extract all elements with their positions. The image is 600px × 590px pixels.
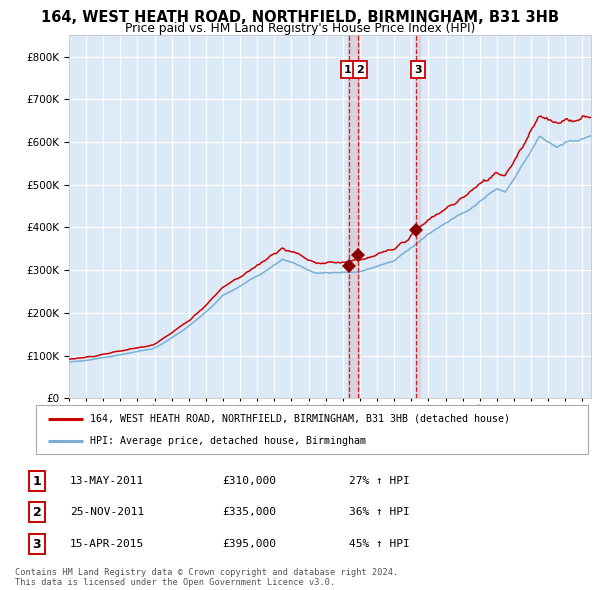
Text: 45% ↑ HPI: 45% ↑ HPI bbox=[349, 539, 410, 549]
Text: 1: 1 bbox=[32, 474, 41, 488]
Text: 27% ↑ HPI: 27% ↑ HPI bbox=[349, 476, 410, 486]
Text: 1: 1 bbox=[344, 64, 352, 74]
Bar bbox=[349, 35, 359, 398]
Text: 13-MAY-2011: 13-MAY-2011 bbox=[70, 476, 144, 486]
Bar bbox=[416, 35, 420, 398]
Text: Contains HM Land Registry data © Crown copyright and database right 2024.
This d: Contains HM Land Registry data © Crown c… bbox=[15, 568, 398, 587]
FancyBboxPatch shape bbox=[36, 405, 588, 454]
Text: 164, WEST HEATH ROAD, NORTHFIELD, BIRMINGHAM, B31 3HB (detached house): 164, WEST HEATH ROAD, NORTHFIELD, BIRMIN… bbox=[90, 414, 510, 424]
Text: £310,000: £310,000 bbox=[223, 476, 277, 486]
Text: 2: 2 bbox=[356, 64, 364, 74]
Text: £395,000: £395,000 bbox=[223, 539, 277, 549]
Text: HPI: Average price, detached house, Birmingham: HPI: Average price, detached house, Birm… bbox=[90, 436, 366, 446]
Text: 25-NOV-2011: 25-NOV-2011 bbox=[70, 507, 144, 517]
Text: 2: 2 bbox=[32, 506, 41, 519]
Text: Price paid vs. HM Land Registry's House Price Index (HPI): Price paid vs. HM Land Registry's House … bbox=[125, 22, 475, 35]
Text: 15-APR-2015: 15-APR-2015 bbox=[70, 539, 144, 549]
Text: 36% ↑ HPI: 36% ↑ HPI bbox=[349, 507, 410, 517]
Text: 164, WEST HEATH ROAD, NORTHFIELD, BIRMINGHAM, B31 3HB: 164, WEST HEATH ROAD, NORTHFIELD, BIRMIN… bbox=[41, 10, 559, 25]
Text: 3: 3 bbox=[414, 64, 422, 74]
Text: 3: 3 bbox=[32, 537, 41, 550]
Text: £335,000: £335,000 bbox=[223, 507, 277, 517]
